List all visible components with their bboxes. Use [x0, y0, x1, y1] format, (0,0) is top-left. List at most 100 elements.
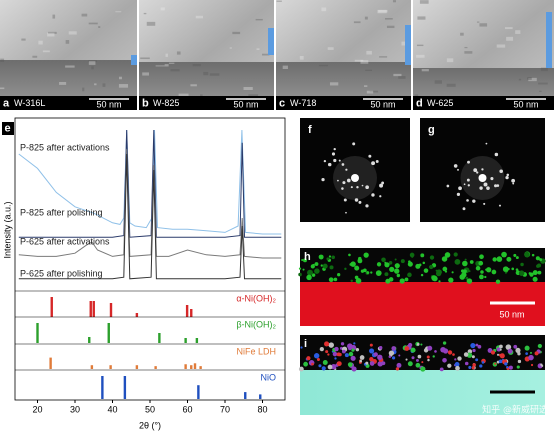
panel-label: g: [428, 124, 435, 136]
eds-dot: [439, 367, 444, 372]
eds-dot: [415, 362, 421, 368]
diffraction-spot: [331, 152, 336, 156]
texture: [59, 81, 67, 85]
x-tick-label: 20: [32, 404, 42, 414]
eds-dot: [311, 362, 314, 366]
eds-dot: [370, 271, 373, 274]
texture: [229, 47, 232, 49]
diffraction-spot: [496, 184, 500, 187]
eds-dot: [306, 356, 311, 361]
diffraction-spot: [350, 186, 353, 189]
eds-dot: [300, 346, 303, 349]
eds-dot: [399, 278, 405, 284]
texture: [365, 69, 372, 71]
panel-label: c: [279, 97, 285, 109]
x-tick-label: 60: [182, 404, 192, 414]
eds-dot: [328, 277, 334, 283]
eds-dot: [355, 347, 360, 352]
texture: [460, 32, 464, 36]
texture: [165, 53, 168, 57]
texture: [178, 93, 189, 97]
eds-dot: [409, 252, 415, 258]
texture: [299, 55, 304, 60]
texture: [115, 11, 122, 13]
diffraction-spot: [467, 184, 470, 187]
eds-dot: [388, 355, 392, 358]
texture: [329, 82, 339, 86]
texture: [282, 65, 288, 69]
scale-label: 50 nm: [499, 309, 524, 319]
eds-dot: [507, 348, 513, 354]
eds-dot: [331, 255, 335, 260]
diffraction-spot: [356, 186, 359, 189]
texture: [146, 21, 156, 26]
texture: [176, 51, 181, 55]
eds-dot: [442, 341, 447, 345]
eds-dot: [508, 365, 513, 370]
eds-dot: [330, 363, 337, 370]
sample-name: W-625: [427, 98, 453, 108]
eds-dot: [395, 367, 400, 371]
texture: [65, 40, 70, 44]
diffraction-spot: [361, 184, 364, 187]
eds-dot: [496, 347, 501, 352]
eds-dot: [486, 267, 492, 273]
eds-dot: [536, 264, 540, 268]
texture: [0, 87, 5, 90]
texture: [262, 53, 270, 56]
panel-label: h: [304, 251, 311, 263]
eds-dot: [479, 274, 484, 280]
eds-dot: [306, 274, 312, 281]
texture: [318, 64, 328, 67]
eds-dot: [384, 272, 389, 277]
eds-dot: [407, 272, 412, 278]
eds-dot: [481, 361, 485, 364]
texture: [209, 73, 220, 76]
eds-dot: [504, 271, 507, 274]
eds-dot: [442, 266, 448, 272]
eds-dot: [531, 253, 535, 257]
diffraction-spot: [368, 154, 372, 158]
texture: [327, 47, 334, 50]
eds-dot: [318, 254, 323, 259]
eds-dot: [381, 257, 386, 263]
eds-dot: [377, 354, 383, 361]
texture: [527, 77, 532, 80]
reference-peak: [199, 366, 202, 369]
texture: [232, 31, 241, 35]
eds-dot: [442, 357, 447, 363]
eds-dot: [530, 363, 534, 367]
eds-dot: [298, 366, 304, 372]
eds-dot: [499, 344, 503, 349]
panel-label-box: [2, 122, 14, 135]
diffraction-spot: [341, 187, 344, 190]
texture: [528, 77, 532, 80]
eds-dot: [515, 256, 519, 260]
eds-dot: [420, 253, 425, 258]
texture: [379, 56, 388, 58]
eds-dot: [464, 361, 469, 366]
diffraction-spot: [466, 199, 469, 202]
eds-dot: [348, 346, 352, 351]
x-tick-label: 70: [220, 404, 230, 414]
eds-dot: [496, 353, 500, 356]
eds-dot: [350, 355, 356, 361]
diffraction-spot: [371, 161, 376, 166]
texture: [416, 44, 424, 47]
eds-dot: [411, 356, 415, 360]
x-tick-label: 50: [145, 404, 155, 414]
diffraction-spot: [337, 179, 339, 182]
eds-dot: [332, 351, 338, 357]
diffraction-spot: [365, 185, 369, 190]
eds-dot: [475, 343, 479, 347]
eds-dot: [529, 272, 534, 277]
diffraction-spot: [476, 171, 479, 174]
panel-label: a: [3, 97, 10, 109]
diffraction-spot: [446, 184, 450, 188]
eds-dot: [441, 256, 448, 262]
eds-dot: [537, 343, 542, 349]
diffraction-spot: [345, 168, 348, 171]
texture: [47, 32, 55, 37]
diffraction-spot: [462, 207, 466, 211]
eds-dot: [452, 353, 455, 356]
